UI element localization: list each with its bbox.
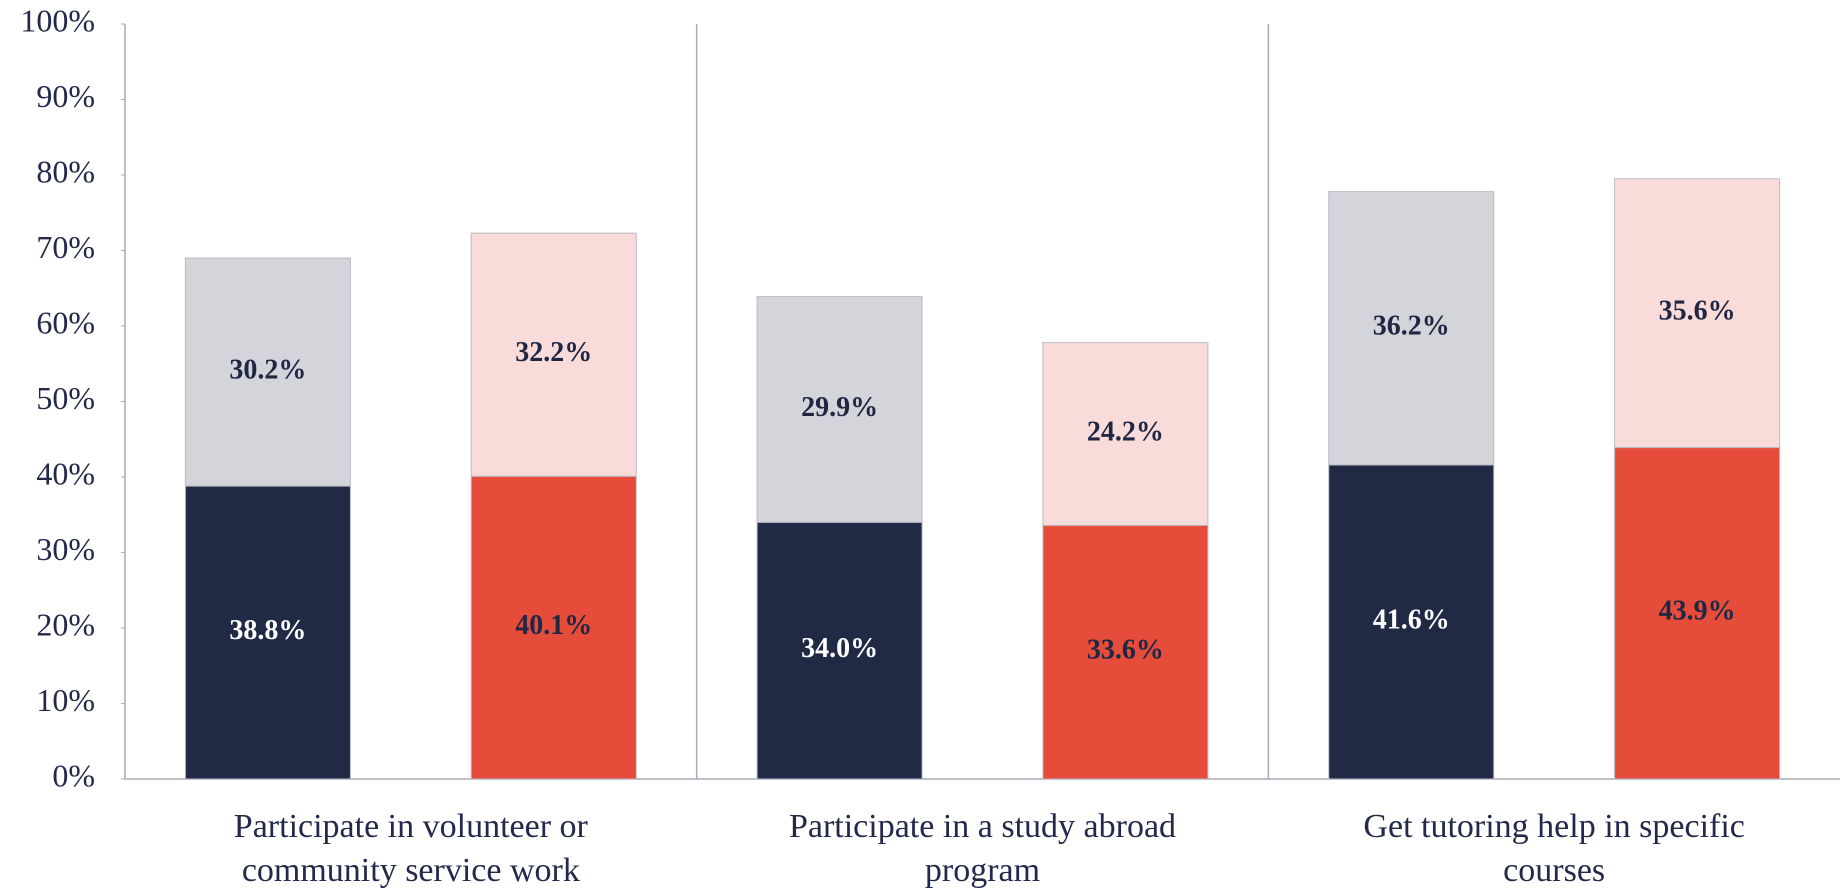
y-tick-label: 10% <box>36 682 95 718</box>
data-label: 35.6% <box>1659 296 1736 327</box>
bar-segment <box>756 521 923 780</box>
x-tick-label: Participate in a study abroad program <box>788 808 1177 889</box>
data-label: 36.2% <box>1373 311 1450 342</box>
data-label: 43.9% <box>1659 596 1736 627</box>
x-tick-label: Get tutoring help in specific courses <box>1363 808 1745 889</box>
y-tick-label: 20% <box>36 606 95 642</box>
y-tick-label: 80% <box>36 153 95 189</box>
data-label: 41.6% <box>1373 604 1450 635</box>
data-label: 24.2% <box>1087 416 1164 447</box>
y-tick-label: 60% <box>36 304 95 340</box>
data-label: 38.8% <box>229 615 306 646</box>
bar-segment <box>1614 178 1781 449</box>
y-tick-label: 50% <box>36 380 95 416</box>
bar-segment <box>1328 464 1495 780</box>
bar-segment <box>1328 191 1495 466</box>
bar-segment <box>184 257 351 487</box>
y-tick-label: 30% <box>36 531 95 567</box>
y-tick-label: 100% <box>20 2 95 38</box>
y-tick-label: 90% <box>36 78 95 114</box>
bar-segment <box>470 232 637 477</box>
x-tick-label: Participate in volunteer or community se… <box>233 808 588 889</box>
bar-segment <box>1614 447 1781 780</box>
y-tick-label: 0% <box>52 757 95 793</box>
data-label: 32.2% <box>515 337 592 368</box>
bar-segment <box>184 485 351 780</box>
data-label: 34.0% <box>801 633 878 664</box>
bar-segment <box>1042 342 1209 526</box>
bar-segment <box>1042 524 1209 780</box>
data-label: 30.2% <box>229 354 306 385</box>
y-tick-label: 40% <box>36 455 95 491</box>
y-tick-label: 70% <box>36 229 95 265</box>
data-label: 29.9% <box>801 392 878 423</box>
data-label: 33.6% <box>1087 635 1164 666</box>
data-label: 40.1% <box>515 610 592 641</box>
bar-segment <box>756 296 923 523</box>
